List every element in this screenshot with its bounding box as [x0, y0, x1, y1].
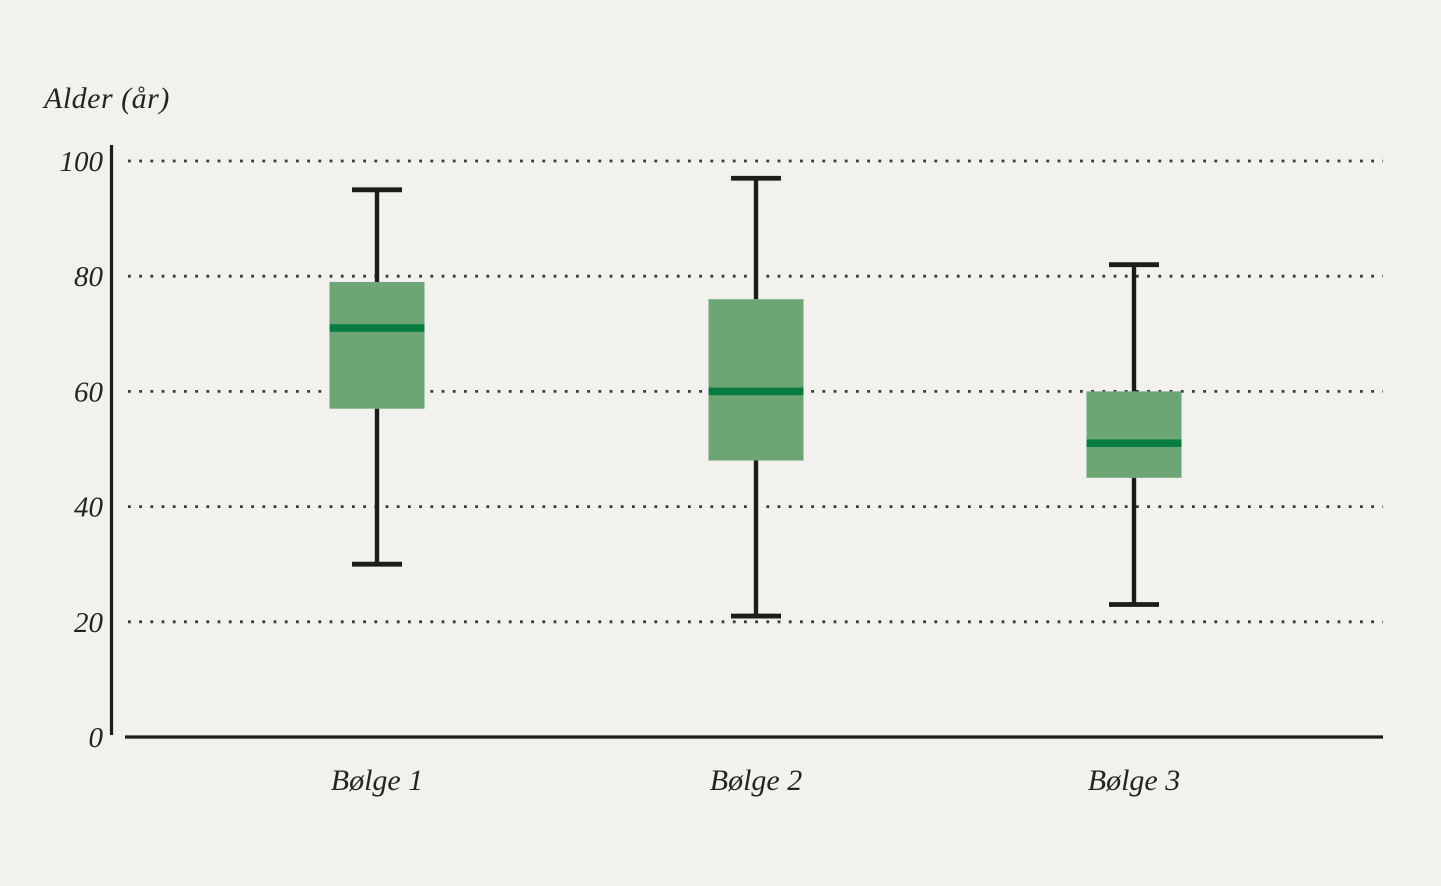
- x-category-label-3: Bølge 3: [1088, 764, 1180, 797]
- iqr-box: [329, 281, 425, 409]
- y-tick-label-100: 100: [60, 146, 104, 178]
- y-axis-title: Alder (år): [44, 82, 170, 115]
- box-group-3: Bølge 3: [1086, 262, 1182, 797]
- y-tick-label-0: 0: [89, 722, 104, 754]
- y-tick-label-20: 20: [74, 607, 104, 639]
- y-tick-label-80: 80: [74, 261, 104, 293]
- x-category-label-1: Bølge 1: [331, 764, 423, 797]
- y-tick-label-60: 60: [74, 376, 104, 408]
- box-group-2: Bølge 2: [708, 175, 804, 797]
- median-line: [708, 387, 804, 396]
- median-line: [329, 324, 425, 332]
- iqr-box: [708, 299, 804, 461]
- x-category-label-2: Bølge 2: [710, 764, 802, 797]
- iqr-box: [1086, 391, 1182, 478]
- median-line: [1086, 439, 1182, 448]
- y-tick-label-40: 40: [74, 492, 104, 524]
- box-group-1: Bølge 1: [329, 187, 425, 797]
